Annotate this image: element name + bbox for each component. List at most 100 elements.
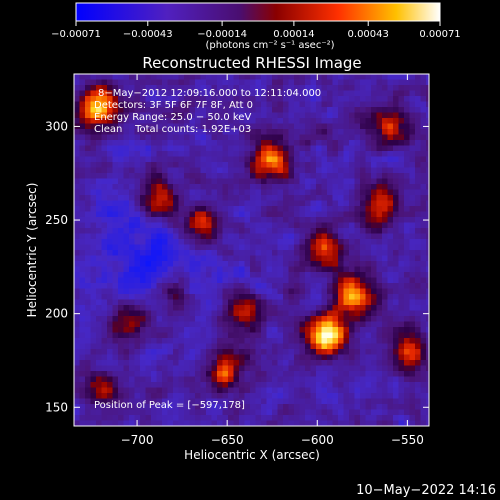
- heatmap-cell: [123, 299, 130, 306]
- heatmap-cell: [387, 167, 394, 174]
- heatmap-cell: [255, 173, 262, 179]
- heatmap-cell: [261, 404, 267, 410]
- heatmap-cell: [261, 321, 267, 328]
- heatmap-cell: [310, 200, 317, 207]
- heatmap-cell: [195, 151, 201, 157]
- heatmap-cell: [360, 79, 366, 86]
- heatmap-cell: [118, 294, 124, 300]
- heatmap-cell: [360, 387, 366, 394]
- heatmap-cell: [376, 112, 383, 119]
- heatmap-cell: [420, 272, 427, 278]
- heatmap-cell: [420, 96, 427, 102]
- heatmap-cell: [299, 387, 306, 394]
- heatmap-cell: [387, 222, 394, 229]
- heatmap-cell: [134, 294, 141, 300]
- heatmap-cell: [255, 266, 262, 273]
- heatmap-cell: [222, 233, 229, 240]
- heatmap-cell: [398, 415, 405, 421]
- heatmap-cell: [244, 354, 251, 361]
- heatmap-cell: [420, 288, 427, 295]
- heatmap-cell: [162, 167, 168, 174]
- heatmap-cell: [327, 261, 333, 267]
- heatmap-cell: [167, 112, 174, 119]
- heatmap-cell: [239, 184, 245, 190]
- heatmap-cell: [244, 90, 251, 97]
- heatmap-cell: [217, 332, 223, 339]
- heatmap-cell: [85, 195, 91, 201]
- heatmap-cell: [310, 415, 317, 421]
- heatmap-cell: [178, 409, 185, 416]
- heatmap-cell: [195, 343, 201, 350]
- heatmap-cell: [310, 316, 317, 322]
- heatmap-cell: [299, 310, 306, 317]
- heatmap-cell: [140, 327, 146, 333]
- heatmap-cell: [96, 404, 102, 410]
- heatmap-cell: [310, 365, 317, 372]
- heatmap-cell: [206, 316, 212, 322]
- heatmap-cell: [206, 178, 212, 185]
- heatmap-cell: [283, 294, 289, 300]
- heatmap-cell: [118, 321, 124, 328]
- heatmap-cell: [217, 294, 223, 300]
- heatmap-cell: [327, 376, 333, 383]
- heatmap-cell: [420, 228, 427, 234]
- heatmap-cell: [294, 112, 300, 119]
- heatmap-cell: [90, 338, 97, 344]
- heatmap-cell: [305, 151, 311, 157]
- heatmap-cell: [398, 277, 405, 284]
- heatmap-cell: [140, 343, 146, 350]
- heatmap-cell: [376, 90, 383, 97]
- heatmap-cell: [321, 107, 328, 113]
- heatmap-cell: [140, 255, 146, 262]
- heatmap-cell: [420, 112, 427, 119]
- heatmap-cell: [118, 79, 124, 86]
- heatmap-cell: [118, 151, 124, 157]
- heatmap-cell: [250, 272, 256, 278]
- heatmap-cell: [299, 96, 306, 102]
- heatmap-cell: [310, 239, 317, 245]
- heatmap-cell: [343, 96, 350, 102]
- heatmap-cell: [420, 167, 427, 174]
- heatmap-cell: [426, 233, 429, 240]
- heatmap-cell: [107, 316, 113, 322]
- heatmap-cell: [96, 217, 102, 223]
- heatmap-cell: [178, 79, 185, 86]
- heatmap-cell: [382, 261, 388, 267]
- heatmap-cell: [343, 123, 350, 130]
- heatmap-cell: [184, 74, 190, 80]
- heatmap-cell: [288, 178, 295, 185]
- heatmap-cell: [310, 250, 317, 256]
- heatmap-cell: [162, 371, 168, 377]
- heatmap-cell: [239, 217, 245, 223]
- heatmap-cell: [283, 228, 289, 234]
- heatmap-cell: [178, 250, 185, 256]
- annotation-detectors: Detectors: 3F 5F 6F 7F 8F, Att 0: [94, 100, 253, 111]
- heatmap-cell: [255, 79, 262, 86]
- heatmap-cell: [365, 343, 372, 350]
- heatmap-cell: [360, 349, 366, 355]
- heatmap-cell: [200, 277, 207, 284]
- heatmap-cell: [184, 299, 190, 306]
- heatmap-cell: [420, 85, 427, 91]
- heatmap-cell: [233, 167, 240, 174]
- heatmap-cell: [327, 338, 333, 344]
- heatmap-cell: [360, 294, 366, 300]
- heatmap-cell: [90, 123, 97, 130]
- heatmap-cell: [90, 420, 97, 426]
- heatmap-cell: [74, 327, 80, 333]
- heatmap-cell: [112, 206, 119, 212]
- heatmap-cell: [321, 90, 328, 97]
- heatmap-cell: [244, 288, 251, 295]
- heatmap-cell: [145, 228, 152, 234]
- heatmap-cell: [321, 206, 328, 212]
- heatmap-cell: [189, 349, 196, 355]
- heatmap-cell: [376, 299, 383, 306]
- heatmap-cell: [415, 288, 421, 295]
- heatmap-cell: [321, 343, 328, 350]
- heatmap-cell: [189, 239, 196, 245]
- heatmap-cell: [74, 266, 80, 273]
- heatmap-cell: [404, 228, 410, 234]
- heatmap-cell: [200, 233, 207, 240]
- heatmap-cell: [365, 261, 372, 267]
- heatmap-cell: [387, 123, 394, 130]
